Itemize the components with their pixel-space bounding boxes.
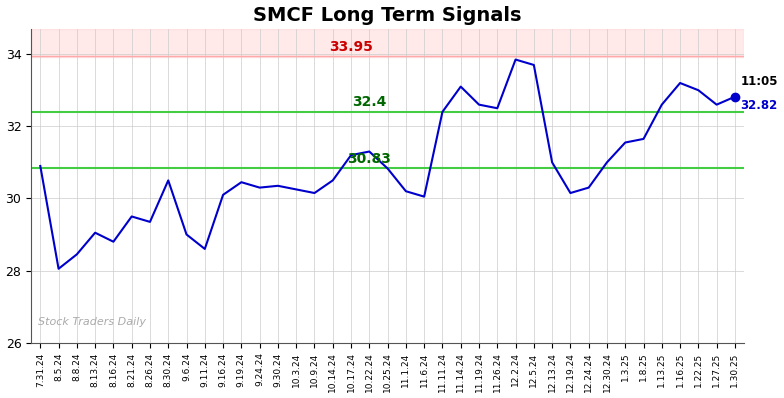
Text: 33.95: 33.95 — [329, 40, 373, 54]
Text: 32.82: 32.82 — [740, 99, 778, 111]
Text: 32.4: 32.4 — [352, 95, 387, 109]
Text: 30.83: 30.83 — [347, 152, 391, 166]
Text: Stock Traders Daily: Stock Traders Daily — [38, 317, 147, 327]
Title: SMCF Long Term Signals: SMCF Long Term Signals — [253, 6, 522, 25]
Bar — [31, 29, 744, 57]
Text: 11:05: 11:05 — [740, 75, 778, 88]
